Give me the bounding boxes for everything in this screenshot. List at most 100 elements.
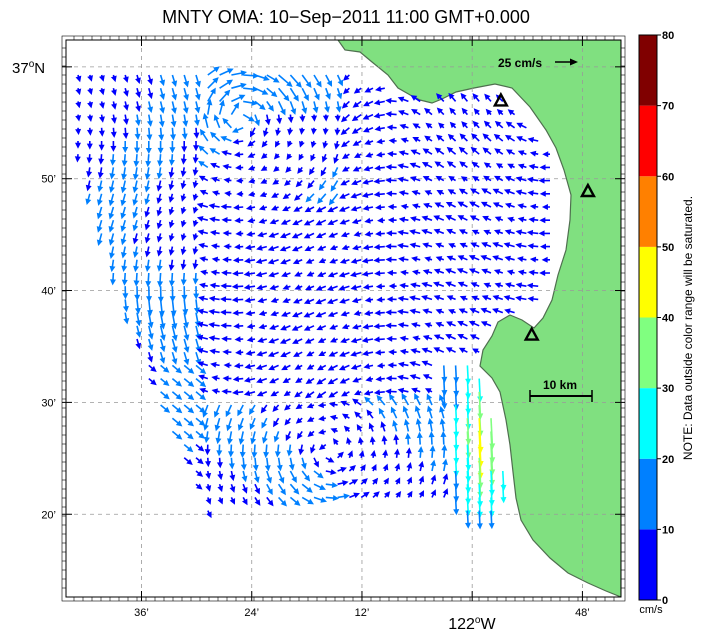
current-vector xyxy=(352,377,362,383)
current-vector xyxy=(375,230,385,237)
current-vector xyxy=(526,229,539,236)
current-vector xyxy=(195,364,207,375)
colorbar-tick-label: 50 xyxy=(662,242,674,254)
current-vector xyxy=(199,256,208,263)
current-vector xyxy=(388,137,397,144)
current-vector xyxy=(295,403,303,410)
current-vector xyxy=(110,74,117,83)
current-vector xyxy=(380,421,387,432)
current-vector xyxy=(197,308,208,315)
current-vector xyxy=(343,87,350,95)
current-vector xyxy=(195,404,206,414)
current-vector xyxy=(329,337,338,343)
current-vector xyxy=(325,469,337,475)
current-vector xyxy=(158,114,165,128)
current-vector xyxy=(378,407,386,419)
map-grid xyxy=(66,40,621,597)
current-vector xyxy=(468,268,480,274)
current-vector xyxy=(183,87,189,101)
current-vector xyxy=(147,74,153,86)
current-vector xyxy=(215,431,222,445)
current-vector xyxy=(144,167,151,180)
current-vector xyxy=(395,491,402,498)
current-vector xyxy=(208,335,220,342)
current-vector xyxy=(96,193,103,206)
current-vector xyxy=(504,134,516,142)
current-vector xyxy=(411,108,421,116)
current-vector xyxy=(482,133,492,142)
current-vector xyxy=(225,404,233,418)
current-vector xyxy=(539,217,551,224)
current-vector xyxy=(245,204,256,211)
current-vector xyxy=(284,417,292,426)
current-vector xyxy=(434,161,445,169)
current-vector xyxy=(350,350,362,357)
current-vector xyxy=(233,204,244,211)
current-vector xyxy=(301,496,314,505)
current-vector xyxy=(375,375,385,382)
land-mass xyxy=(337,40,621,597)
current-vector xyxy=(168,272,175,287)
current-vector xyxy=(492,188,504,195)
current-vector xyxy=(340,231,350,238)
current-vector xyxy=(433,228,445,235)
current-vector xyxy=(294,364,303,370)
current-vector xyxy=(99,87,105,96)
current-vector xyxy=(261,140,268,148)
current-vector xyxy=(273,165,280,172)
current-vector xyxy=(266,483,273,496)
current-vector xyxy=(483,162,492,169)
current-vector xyxy=(517,203,527,210)
current-vector xyxy=(459,242,468,249)
current-vector xyxy=(435,175,445,182)
current-vector xyxy=(405,432,411,445)
current-vector xyxy=(222,163,232,170)
current-vector xyxy=(232,389,244,396)
current-vector xyxy=(351,323,362,330)
current-vector xyxy=(375,86,385,92)
current-vector xyxy=(471,229,480,236)
current-vector xyxy=(193,114,200,127)
current-vector xyxy=(421,281,433,288)
current-vector xyxy=(483,120,492,129)
current-vector xyxy=(470,146,480,155)
current-vector xyxy=(289,470,297,484)
current-vector xyxy=(339,219,350,225)
current-vector xyxy=(340,114,350,123)
current-vector xyxy=(209,348,220,355)
current-vector xyxy=(132,206,139,219)
current-vector xyxy=(445,333,456,340)
current-vector xyxy=(196,347,209,354)
current-vector xyxy=(148,364,157,372)
current-vector xyxy=(476,510,483,530)
current-vector xyxy=(198,145,209,155)
current-vector xyxy=(317,193,327,204)
current-vector xyxy=(277,483,286,496)
current-vector xyxy=(195,457,204,465)
current-vector xyxy=(430,474,437,485)
current-vector xyxy=(457,281,468,288)
current-vector xyxy=(386,296,397,303)
current-vector xyxy=(317,271,327,278)
current-vector xyxy=(243,390,256,397)
current-vector xyxy=(341,390,350,397)
current-vector xyxy=(266,470,272,484)
current-vector xyxy=(393,433,400,445)
current-vector xyxy=(480,321,492,327)
current-vector xyxy=(253,470,260,484)
current-vector xyxy=(147,312,154,329)
current-vector xyxy=(397,96,409,103)
current-vector xyxy=(472,93,480,102)
current-vector xyxy=(394,448,400,458)
current-vector xyxy=(385,111,397,118)
current-vector xyxy=(371,464,377,472)
current-vector xyxy=(424,107,433,116)
current-vector xyxy=(349,479,359,485)
current-vector xyxy=(198,160,209,169)
current-vector xyxy=(327,206,338,213)
current-vector xyxy=(256,284,267,291)
current-vector xyxy=(263,444,270,459)
colorbar-tick-label: 80 xyxy=(662,30,674,42)
current-vector xyxy=(480,201,492,208)
current-vector xyxy=(236,190,244,197)
